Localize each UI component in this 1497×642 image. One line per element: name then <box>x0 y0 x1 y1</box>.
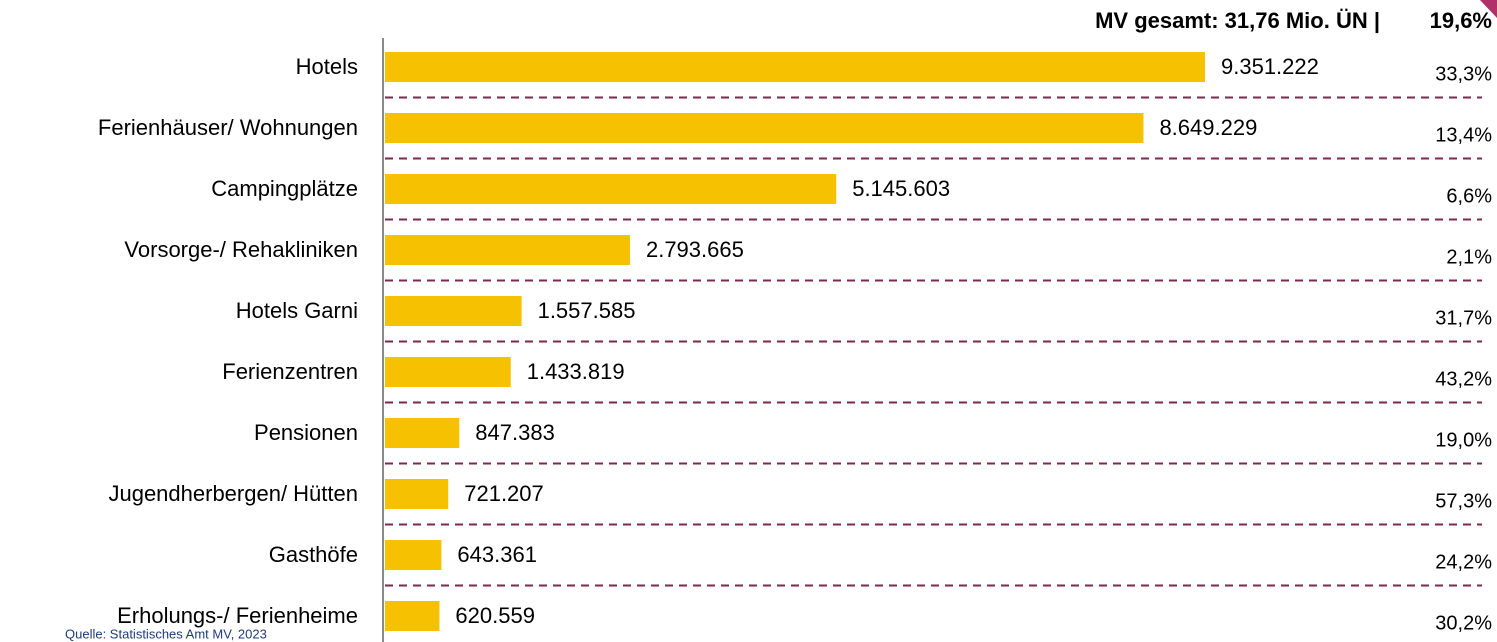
category-label: Ferienhäuser/ Wohnungen <box>98 115 358 140</box>
share-label: 31,7% <box>1435 307 1492 329</box>
corner-decoration <box>1480 0 1497 18</box>
bar <box>385 479 449 509</box>
category-label: Erholungs-/ Ferienheime <box>117 603 358 628</box>
value-label: 721.207 <box>464 481 544 506</box>
category-label: Jugendherbergen/ Hütten <box>108 481 358 506</box>
value-label: 8.649.229 <box>1159 115 1257 140</box>
value-label: 1.557.585 <box>538 298 636 323</box>
share-label: 33,3% <box>1435 63 1492 85</box>
bar <box>385 52 1205 82</box>
share-label: 19,0% <box>1435 429 1492 451</box>
bar <box>385 357 511 387</box>
share-label: 30,2% <box>1435 612 1492 634</box>
total-share: 19,6% <box>1430 8 1492 33</box>
bar <box>385 113 1144 143</box>
category-label: Gasthöfe <box>269 542 358 567</box>
value-label: 620.559 <box>455 603 535 628</box>
value-label: 1.433.819 <box>527 359 625 384</box>
share-label: 13,4% <box>1435 124 1492 146</box>
share-label: 24,2% <box>1435 551 1492 573</box>
chart-title: MV gesamt: 31,76 Mio. ÜN | <box>1095 8 1380 33</box>
category-label: Ferienzentren <box>222 359 358 384</box>
share-label: 6,6% <box>1446 185 1492 207</box>
share-label: 57,3% <box>1435 490 1492 512</box>
share-label: 2,1% <box>1446 246 1492 268</box>
bar <box>385 174 837 204</box>
source-note: Quelle: Statistisches Amt MV, 2023 <box>65 626 267 641</box>
value-label: 643.361 <box>457 542 537 567</box>
value-label: 847.383 <box>475 420 555 445</box>
value-label: 9.351.222 <box>1221 54 1319 79</box>
category-label: Hotels Garni <box>236 298 358 323</box>
category-label: Hotels <box>296 54 358 79</box>
category-label: Vorsorge-/ Rehakliniken <box>124 237 358 262</box>
bar <box>385 540 442 570</box>
bar <box>385 296 522 326</box>
category-label: Campingplätze <box>211 176 358 201</box>
bar <box>385 418 460 448</box>
bar <box>385 235 630 265</box>
bar <box>385 601 440 631</box>
value-label: 2.793.665 <box>646 237 744 262</box>
category-label: Pensionen <box>254 420 358 445</box>
share-label: 43,2% <box>1435 368 1492 390</box>
value-label: 5.145.603 <box>852 176 950 201</box>
